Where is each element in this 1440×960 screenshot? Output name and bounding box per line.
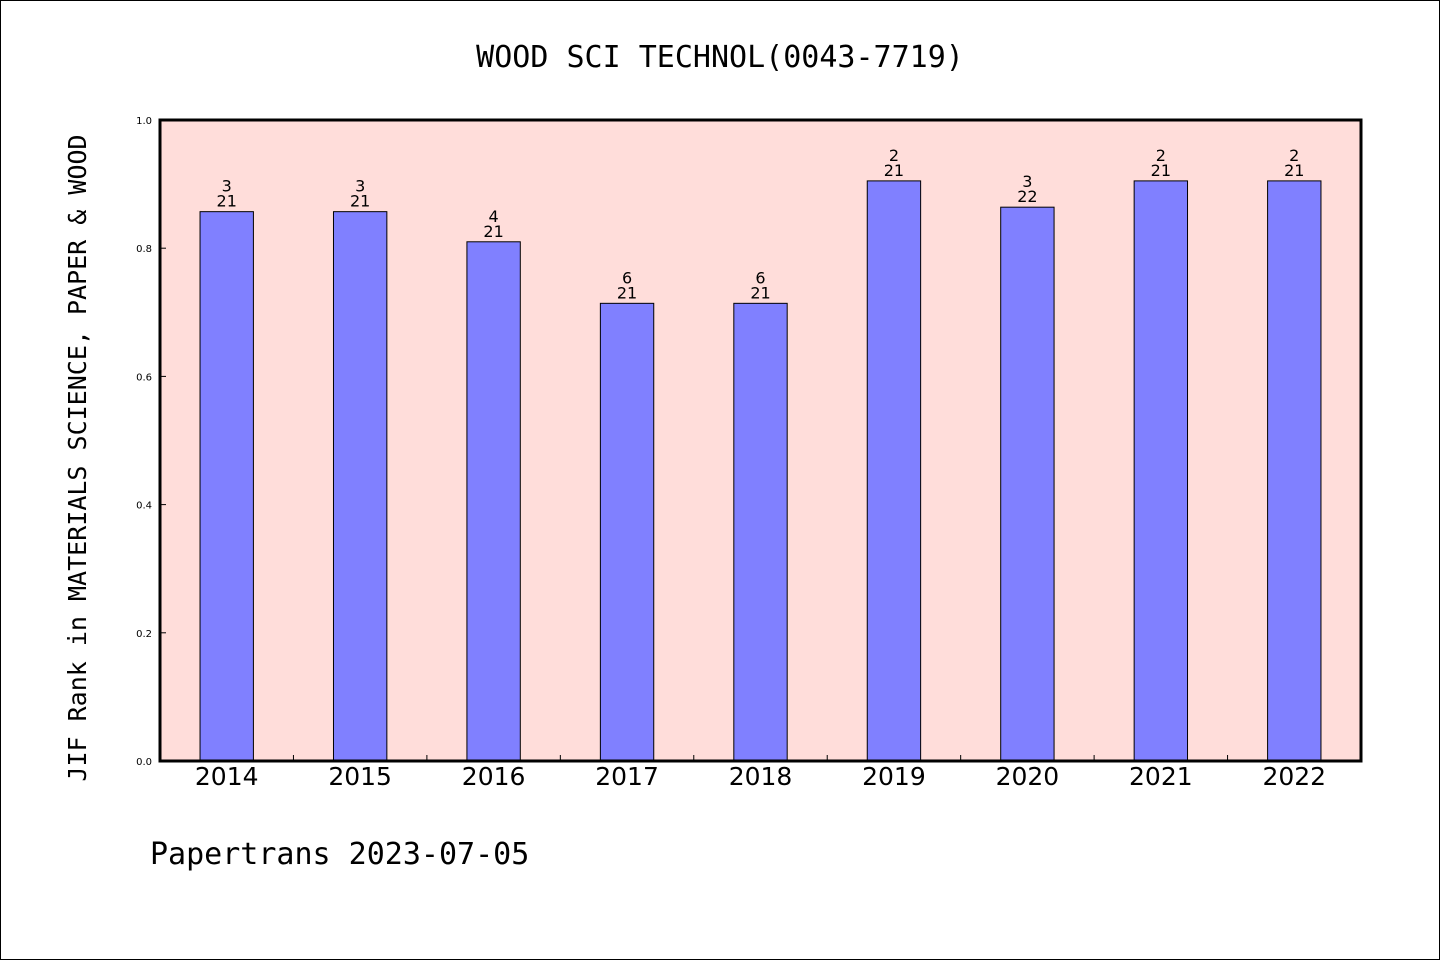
bar-rank-label: 6 — [622, 268, 632, 287]
bar-rank-label: 6 — [755, 268, 765, 287]
y-axis-label: JIF Rank in MATERIALS SCIENCE, PAPER & W… — [63, 134, 92, 781]
bar-rank-label: 2 — [1156, 146, 1166, 165]
chart-title: WOOD SCI TECHNOL(0043-7719) — [476, 40, 964, 75]
x-tick-label: 2017 — [595, 762, 659, 791]
x-tick-label: 2014 — [195, 762, 259, 791]
x-tick-label: 2022 — [1262, 762, 1326, 791]
bar-total-label: 21 — [483, 222, 503, 241]
bar-2017 — [599, 302, 655, 762]
bar-2020 — [1000, 206, 1055, 762]
bar-total-label: 21 — [217, 192, 237, 211]
bar-2015 — [332, 211, 388, 762]
bar-2022 — [1267, 180, 1322, 762]
bar-total-label: 21 — [350, 192, 370, 211]
bar-rank-label: 3 — [355, 177, 365, 196]
x-tick-label: 2019 — [862, 762, 926, 791]
bar-total-label: 21 — [1151, 161, 1171, 180]
x-tick-label: 2018 — [729, 762, 793, 791]
y-tick-label: 0.4 — [136, 501, 152, 512]
bar-2019 — [866, 180, 922, 762]
bar-rank-label: 3 — [1022, 172, 1032, 191]
y-tick-label: 0.6 — [136, 372, 152, 383]
bar-rank-label: 2 — [889, 146, 899, 165]
x-tick-label: 2021 — [1129, 762, 1193, 791]
bar-rank-label: 3 — [222, 177, 232, 196]
y-tick-label: 0.2 — [136, 629, 152, 640]
bar-2014 — [199, 211, 254, 762]
x-tick-label: 2020 — [996, 762, 1060, 791]
bar-2016 — [466, 241, 521, 762]
bar-total-label: 21 — [884, 161, 904, 180]
bar-total-label: 21 — [750, 283, 770, 302]
x-tick-label: 2016 — [462, 762, 526, 791]
bar-rank-label: 4 — [489, 207, 499, 226]
x-tick-label: 2015 — [328, 762, 392, 791]
bar-rank-label: 2 — [1289, 146, 1299, 165]
y-tick-label: 0.8 — [136, 244, 152, 255]
bar-total-label: 22 — [1017, 187, 1037, 206]
bar-total-label: 21 — [617, 283, 637, 302]
footer-text: Papertrans 2023-07-05 — [150, 837, 529, 872]
bar-2021 — [1133, 180, 1189, 762]
ticks-group: 2014 2015 2016 2017 2018 2019 2020 2021 2022 0.0 0… — [136, 116, 1326, 791]
bar-total-label: 21 — [1284, 161, 1304, 180]
y-tick-label: 0.0 — [136, 757, 152, 768]
y-tick-label: 1.0 — [136, 116, 152, 127]
bar-2018 — [733, 302, 788, 762]
plot-border — [158, 118, 1363, 763]
